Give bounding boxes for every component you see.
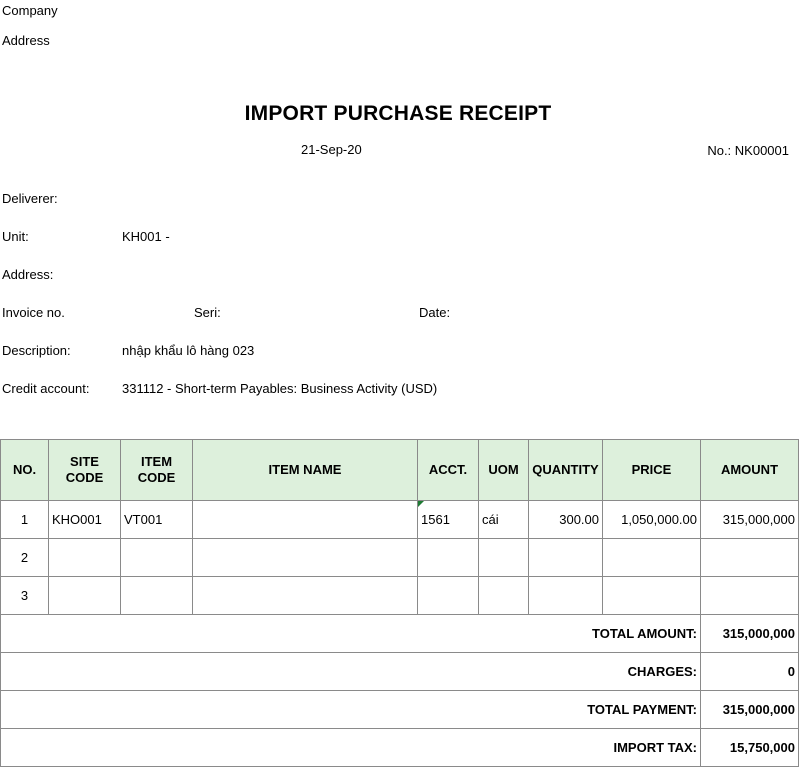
invoice-label: Invoice no. xyxy=(2,305,65,320)
description-value: nhập khẩu lô hàng 023 xyxy=(122,343,255,358)
header-no: NO. xyxy=(0,439,49,501)
row-price[interactable] xyxy=(602,576,701,615)
comment-marker-icon xyxy=(418,501,424,507)
import-tax-value[interactable]: 15,750,000 xyxy=(700,728,799,767)
row-acct: 1561 xyxy=(421,512,450,527)
row-item-name[interactable] xyxy=(192,576,418,615)
row-amount[interactable]: 315,000,000 xyxy=(700,500,799,539)
table-row: 1 KHO001 VT001 1561 cái 300.00 1,050,000… xyxy=(0,500,799,539)
row-quantity[interactable] xyxy=(528,576,603,615)
invoice-date-label: Date: xyxy=(419,305,451,320)
row-item-code[interactable] xyxy=(120,576,193,615)
row-acct[interactable] xyxy=(417,538,479,577)
page-title: IMPORT PURCHASE RECEIPT xyxy=(244,102,552,125)
table-row: 2 xyxy=(0,538,799,577)
header-amount: AMOUNT xyxy=(700,439,799,501)
row-site-code[interactable] xyxy=(48,538,121,577)
info-address-label: Address: xyxy=(2,267,54,282)
charges-row: CHARGES: 0 xyxy=(0,652,799,691)
deliverer-label: Deliverer: xyxy=(2,191,58,206)
charges-value[interactable]: 0 xyxy=(700,652,799,691)
row-quantity[interactable] xyxy=(528,538,603,577)
row-price[interactable] xyxy=(602,538,701,577)
header-acct: ACCT. xyxy=(417,439,479,501)
row-acct-cell[interactable]: 1561 xyxy=(417,500,479,539)
receipt-number: No.: NK00001 xyxy=(707,143,789,158)
row-site-code[interactable]: KHO001 xyxy=(48,500,121,539)
row-acct[interactable] xyxy=(417,576,479,615)
header-item-code: ITEM CODE xyxy=(120,439,193,501)
row-item-name[interactable] xyxy=(192,538,418,577)
total-amount-row: TOTAL AMOUNT: 315,000,000 xyxy=(0,614,799,653)
charges-label: CHARGES: xyxy=(0,652,701,691)
table-header-row: NO. SITE CODE ITEM CODE ITEM NAME ACCT. … xyxy=(0,439,799,501)
row-uom[interactable] xyxy=(478,576,529,615)
row-price[interactable]: 1,050,000.00 xyxy=(602,500,701,539)
unit-value: KH001 - xyxy=(122,229,170,244)
import-tax-label: IMPORT TAX: xyxy=(0,728,701,767)
items-table: NO. SITE CODE ITEM CODE ITEM NAME ACCT. … xyxy=(0,439,799,767)
header-site-code: SITE CODE xyxy=(48,439,121,501)
total-payment-value[interactable]: 315,000,000 xyxy=(700,690,799,729)
row-no[interactable]: 3 xyxy=(0,576,49,615)
credit-account-label: Credit account: xyxy=(2,381,90,396)
unit-label: Unit: xyxy=(2,229,29,244)
credit-account-value: 331112 - Short-term Payables: Business A… xyxy=(122,381,438,396)
company-label: Company xyxy=(2,3,58,18)
row-no[interactable]: 2 xyxy=(0,538,49,577)
address-label: Address xyxy=(2,33,50,48)
header-uom: UOM xyxy=(478,439,529,501)
row-item-code[interactable] xyxy=(120,538,193,577)
total-amount-label: TOTAL AMOUNT: xyxy=(0,614,701,653)
table-row: 3 xyxy=(0,576,799,615)
row-amount[interactable] xyxy=(700,538,799,577)
receipt-date: 21-Sep-20 xyxy=(301,142,362,157)
row-uom[interactable] xyxy=(478,538,529,577)
row-item-name[interactable] xyxy=(192,500,418,539)
row-no[interactable]: 1 xyxy=(0,500,49,539)
total-payment-label: TOTAL PAYMENT: xyxy=(0,690,701,729)
total-payment-row: TOTAL PAYMENT: 315,000,000 xyxy=(0,690,799,729)
row-site-code[interactable] xyxy=(48,576,121,615)
row-item-code[interactable]: VT001 xyxy=(120,500,193,539)
total-amount-value[interactable]: 315,000,000 xyxy=(700,614,799,653)
header-quantity: QUANTITY xyxy=(528,439,603,501)
header-item-name: ITEM NAME xyxy=(192,439,418,501)
seri-label: Seri: xyxy=(194,305,221,320)
row-amount[interactable] xyxy=(700,576,799,615)
import-tax-row: IMPORT TAX: 15,750,000 xyxy=(0,728,799,767)
description-label: Description: xyxy=(2,343,71,358)
header-price: PRICE xyxy=(602,439,701,501)
row-quantity[interactable]: 300.00 xyxy=(528,500,603,539)
row-uom[interactable]: cái xyxy=(478,500,529,539)
